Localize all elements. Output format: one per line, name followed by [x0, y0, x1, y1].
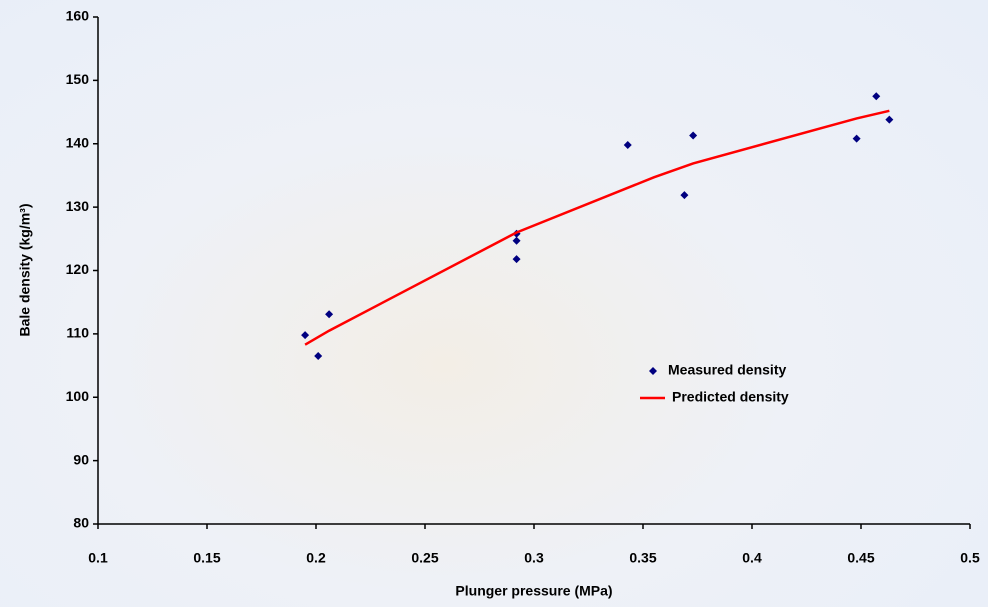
x-tick-label: 0.15: [193, 550, 220, 566]
line: [305, 111, 889, 345]
data-point: [301, 331, 309, 339]
x-tick-label: 0.35: [629, 550, 656, 566]
data-point: [689, 132, 697, 140]
y-tick-label: 130: [66, 198, 90, 214]
y-axis-label: Bale density (kg/m³): [17, 203, 33, 336]
data-point: [513, 255, 521, 263]
y-tick-label: 80: [73, 515, 89, 531]
x-tick-label: 0.5: [960, 550, 980, 566]
x-tick-label: 0.45: [847, 550, 874, 566]
y-tick-label: 150: [66, 71, 90, 87]
y-tick-label: 140: [66, 134, 90, 150]
x-tick-label: 0.3: [524, 550, 544, 566]
y-tick-label: 160: [66, 8, 90, 24]
y-tick-label: 110: [66, 325, 89, 341]
legend-label: Predicted density: [672, 389, 789, 405]
data-point: [513, 237, 521, 245]
x-axis-label: Plunger pressure (MPa): [455, 583, 612, 599]
legend-label: Measured density: [668, 362, 786, 378]
legend-marker: [649, 367, 657, 375]
y-tick-label: 100: [66, 388, 90, 404]
x-tick-label: 0.4: [742, 550, 762, 566]
data-point: [325, 310, 333, 318]
data-point: [872, 92, 880, 100]
x-tick-label: 0.2: [306, 550, 326, 566]
x-tick-label: 0.1: [88, 550, 108, 566]
y-tick-label: 120: [66, 261, 90, 277]
x-tick-label: 0.25: [411, 550, 438, 566]
chart: Plunger pressure (MPa) Bale density (kg/…: [0, 0, 988, 607]
data-point: [314, 352, 322, 360]
y-tick-label: 90: [73, 451, 89, 467]
data-point: [680, 191, 688, 199]
data-point: [885, 116, 893, 124]
data-point: [853, 135, 861, 143]
data-point: [624, 141, 632, 149]
